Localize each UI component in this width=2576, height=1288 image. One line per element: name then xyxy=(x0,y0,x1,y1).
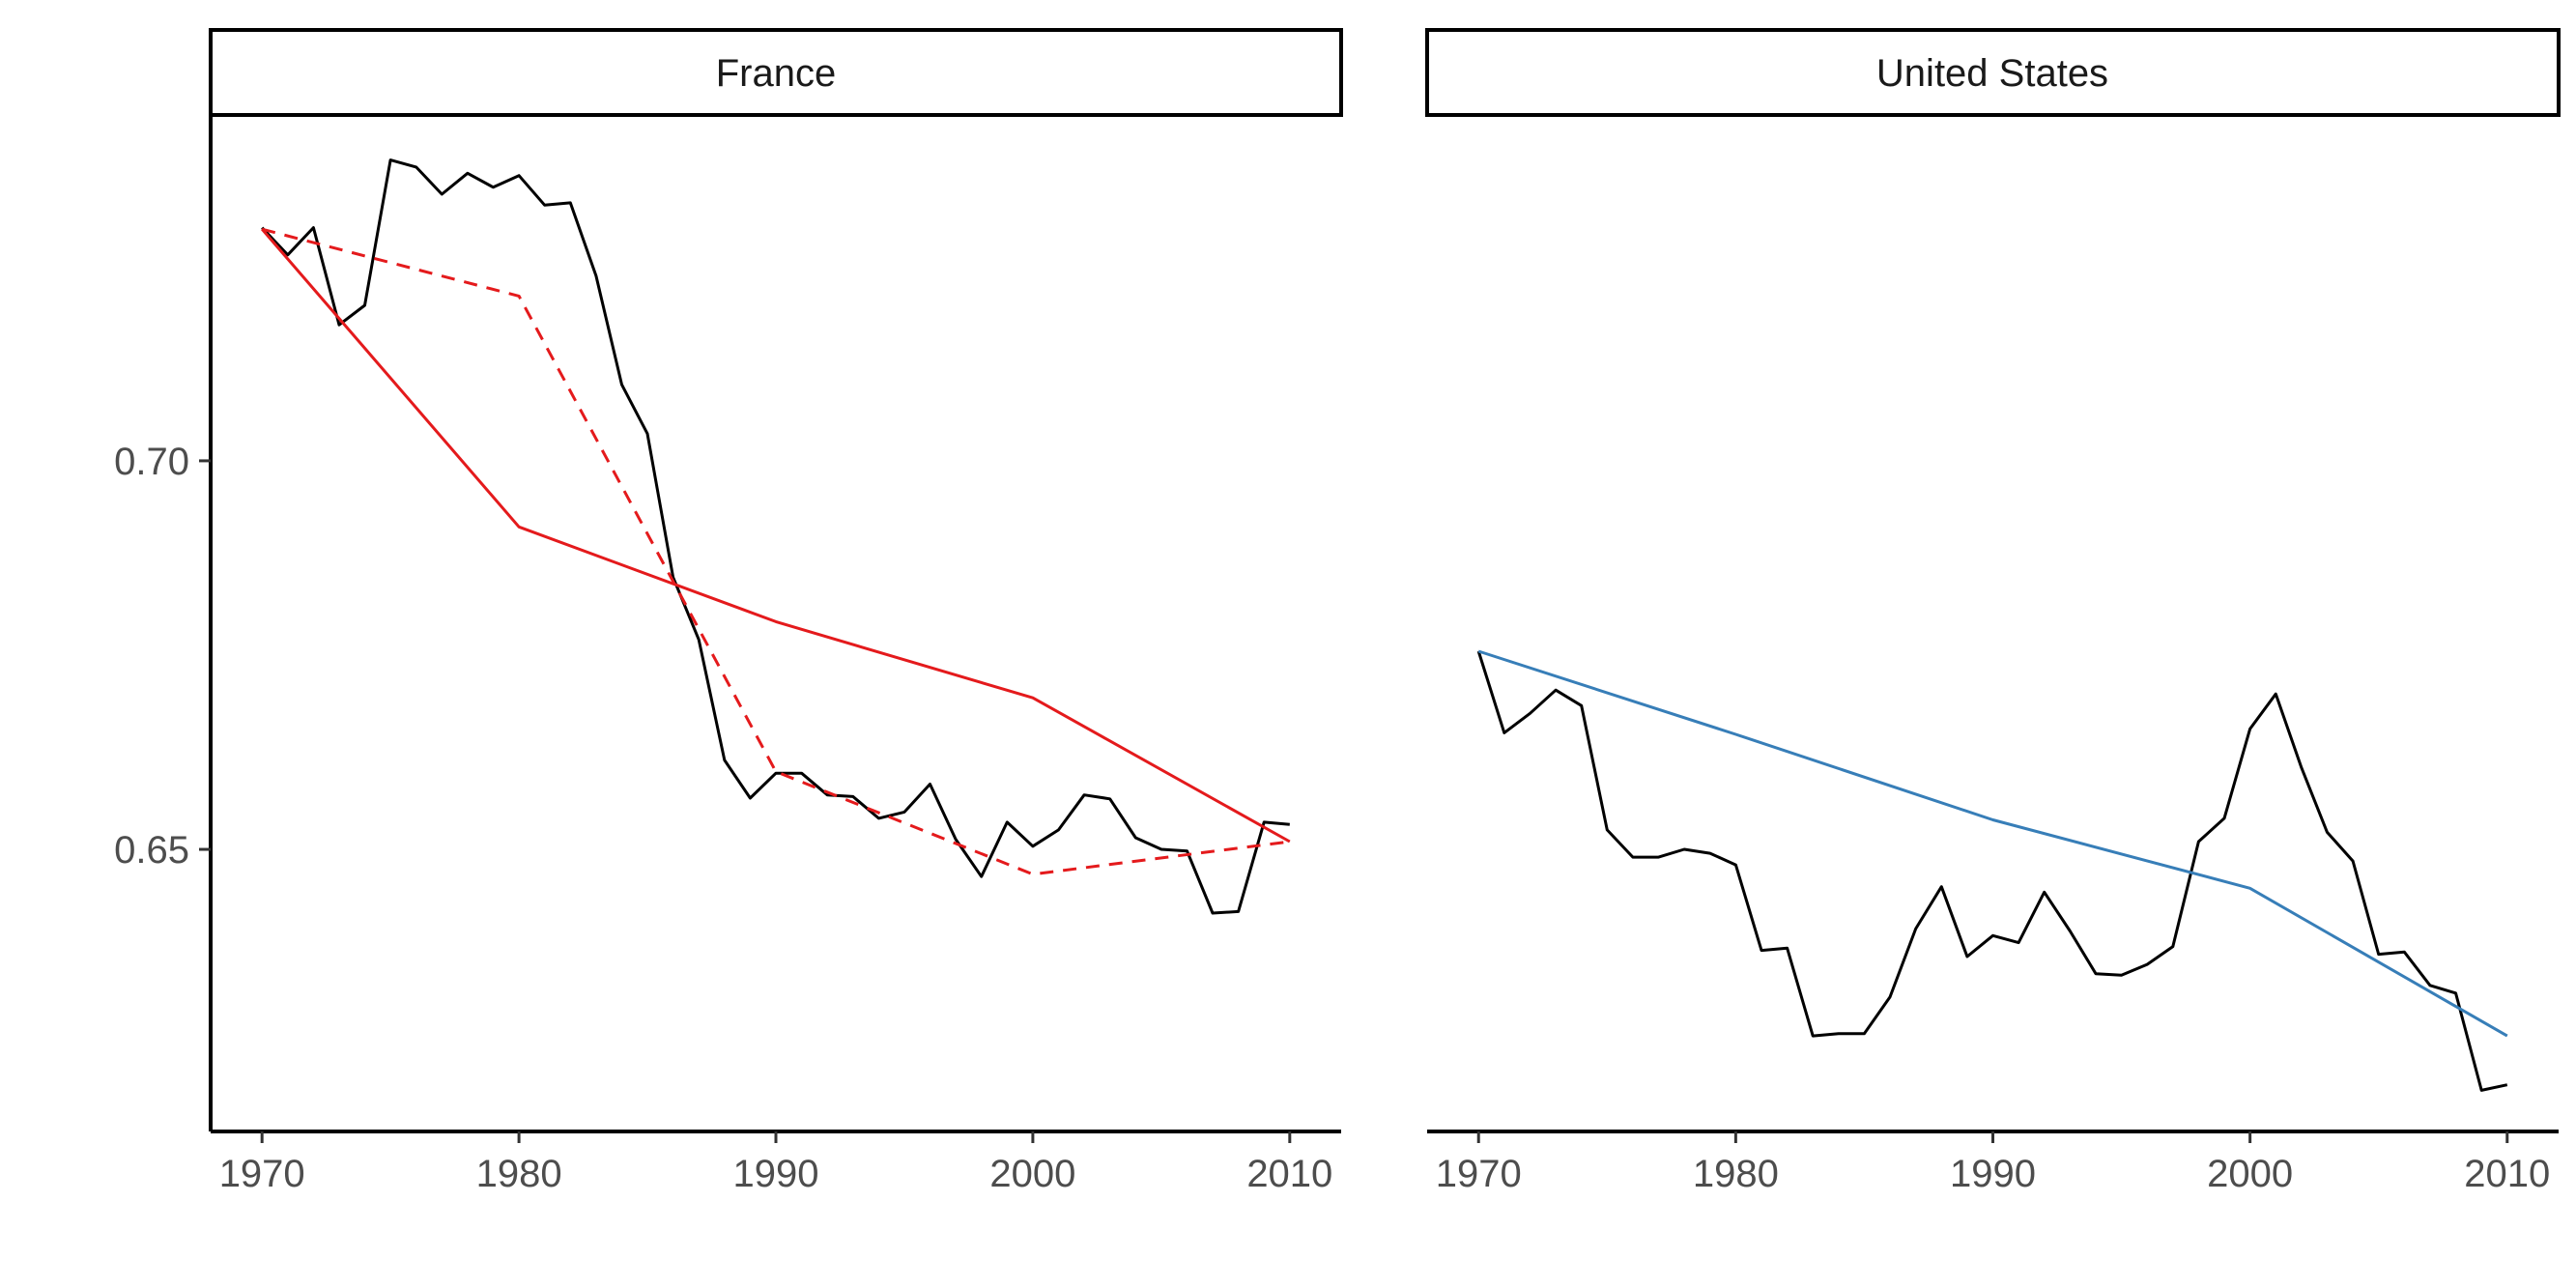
x-tick-label: 2010 xyxy=(2464,1153,2550,1195)
x-tick-label: 1990 xyxy=(1950,1153,2036,1195)
series-line-black xyxy=(261,158,1290,915)
panel-united-states-strip xyxy=(1425,28,2561,117)
x-tick-label: 2000 xyxy=(989,1153,1075,1195)
series-line-blue xyxy=(1477,649,2508,1038)
panel-france-strip xyxy=(209,28,1343,117)
x-tick-label: 1970 xyxy=(1436,1153,1522,1195)
x-tick-label: 1980 xyxy=(1693,1153,1779,1195)
series-line-black xyxy=(1476,650,2508,1092)
x-tick-label: 2000 xyxy=(2207,1153,2293,1195)
panel-united-states-plot: 1970 1980 1990 2000 2010 xyxy=(1427,649,2559,1195)
panel-france: France 1970 1980 1990 2000 2010 0.65 0.70 xyxy=(114,28,1343,1195)
panel-united-states: United States 1970 1980 1990 2000 2010 xyxy=(1425,28,2561,1195)
panel-france-plot: 1970 1980 1990 2000 2010 0.65 0.70 xyxy=(114,115,1341,1195)
panel-united-states-strip-label: United States xyxy=(1876,52,2108,95)
x-tick-label: 1980 xyxy=(476,1153,562,1195)
x-tick-label: 1990 xyxy=(733,1153,819,1195)
y-tick-label: 0.65 xyxy=(114,829,189,872)
x-tick-label: 1970 xyxy=(219,1153,305,1195)
panel-france-strip-label: France xyxy=(716,52,837,95)
x-tick-label: 2010 xyxy=(1246,1153,1332,1195)
y-tick-label: 0.70 xyxy=(114,441,189,483)
series-line-red-solid xyxy=(261,228,1291,844)
series-line-red-dashed xyxy=(261,227,1290,876)
